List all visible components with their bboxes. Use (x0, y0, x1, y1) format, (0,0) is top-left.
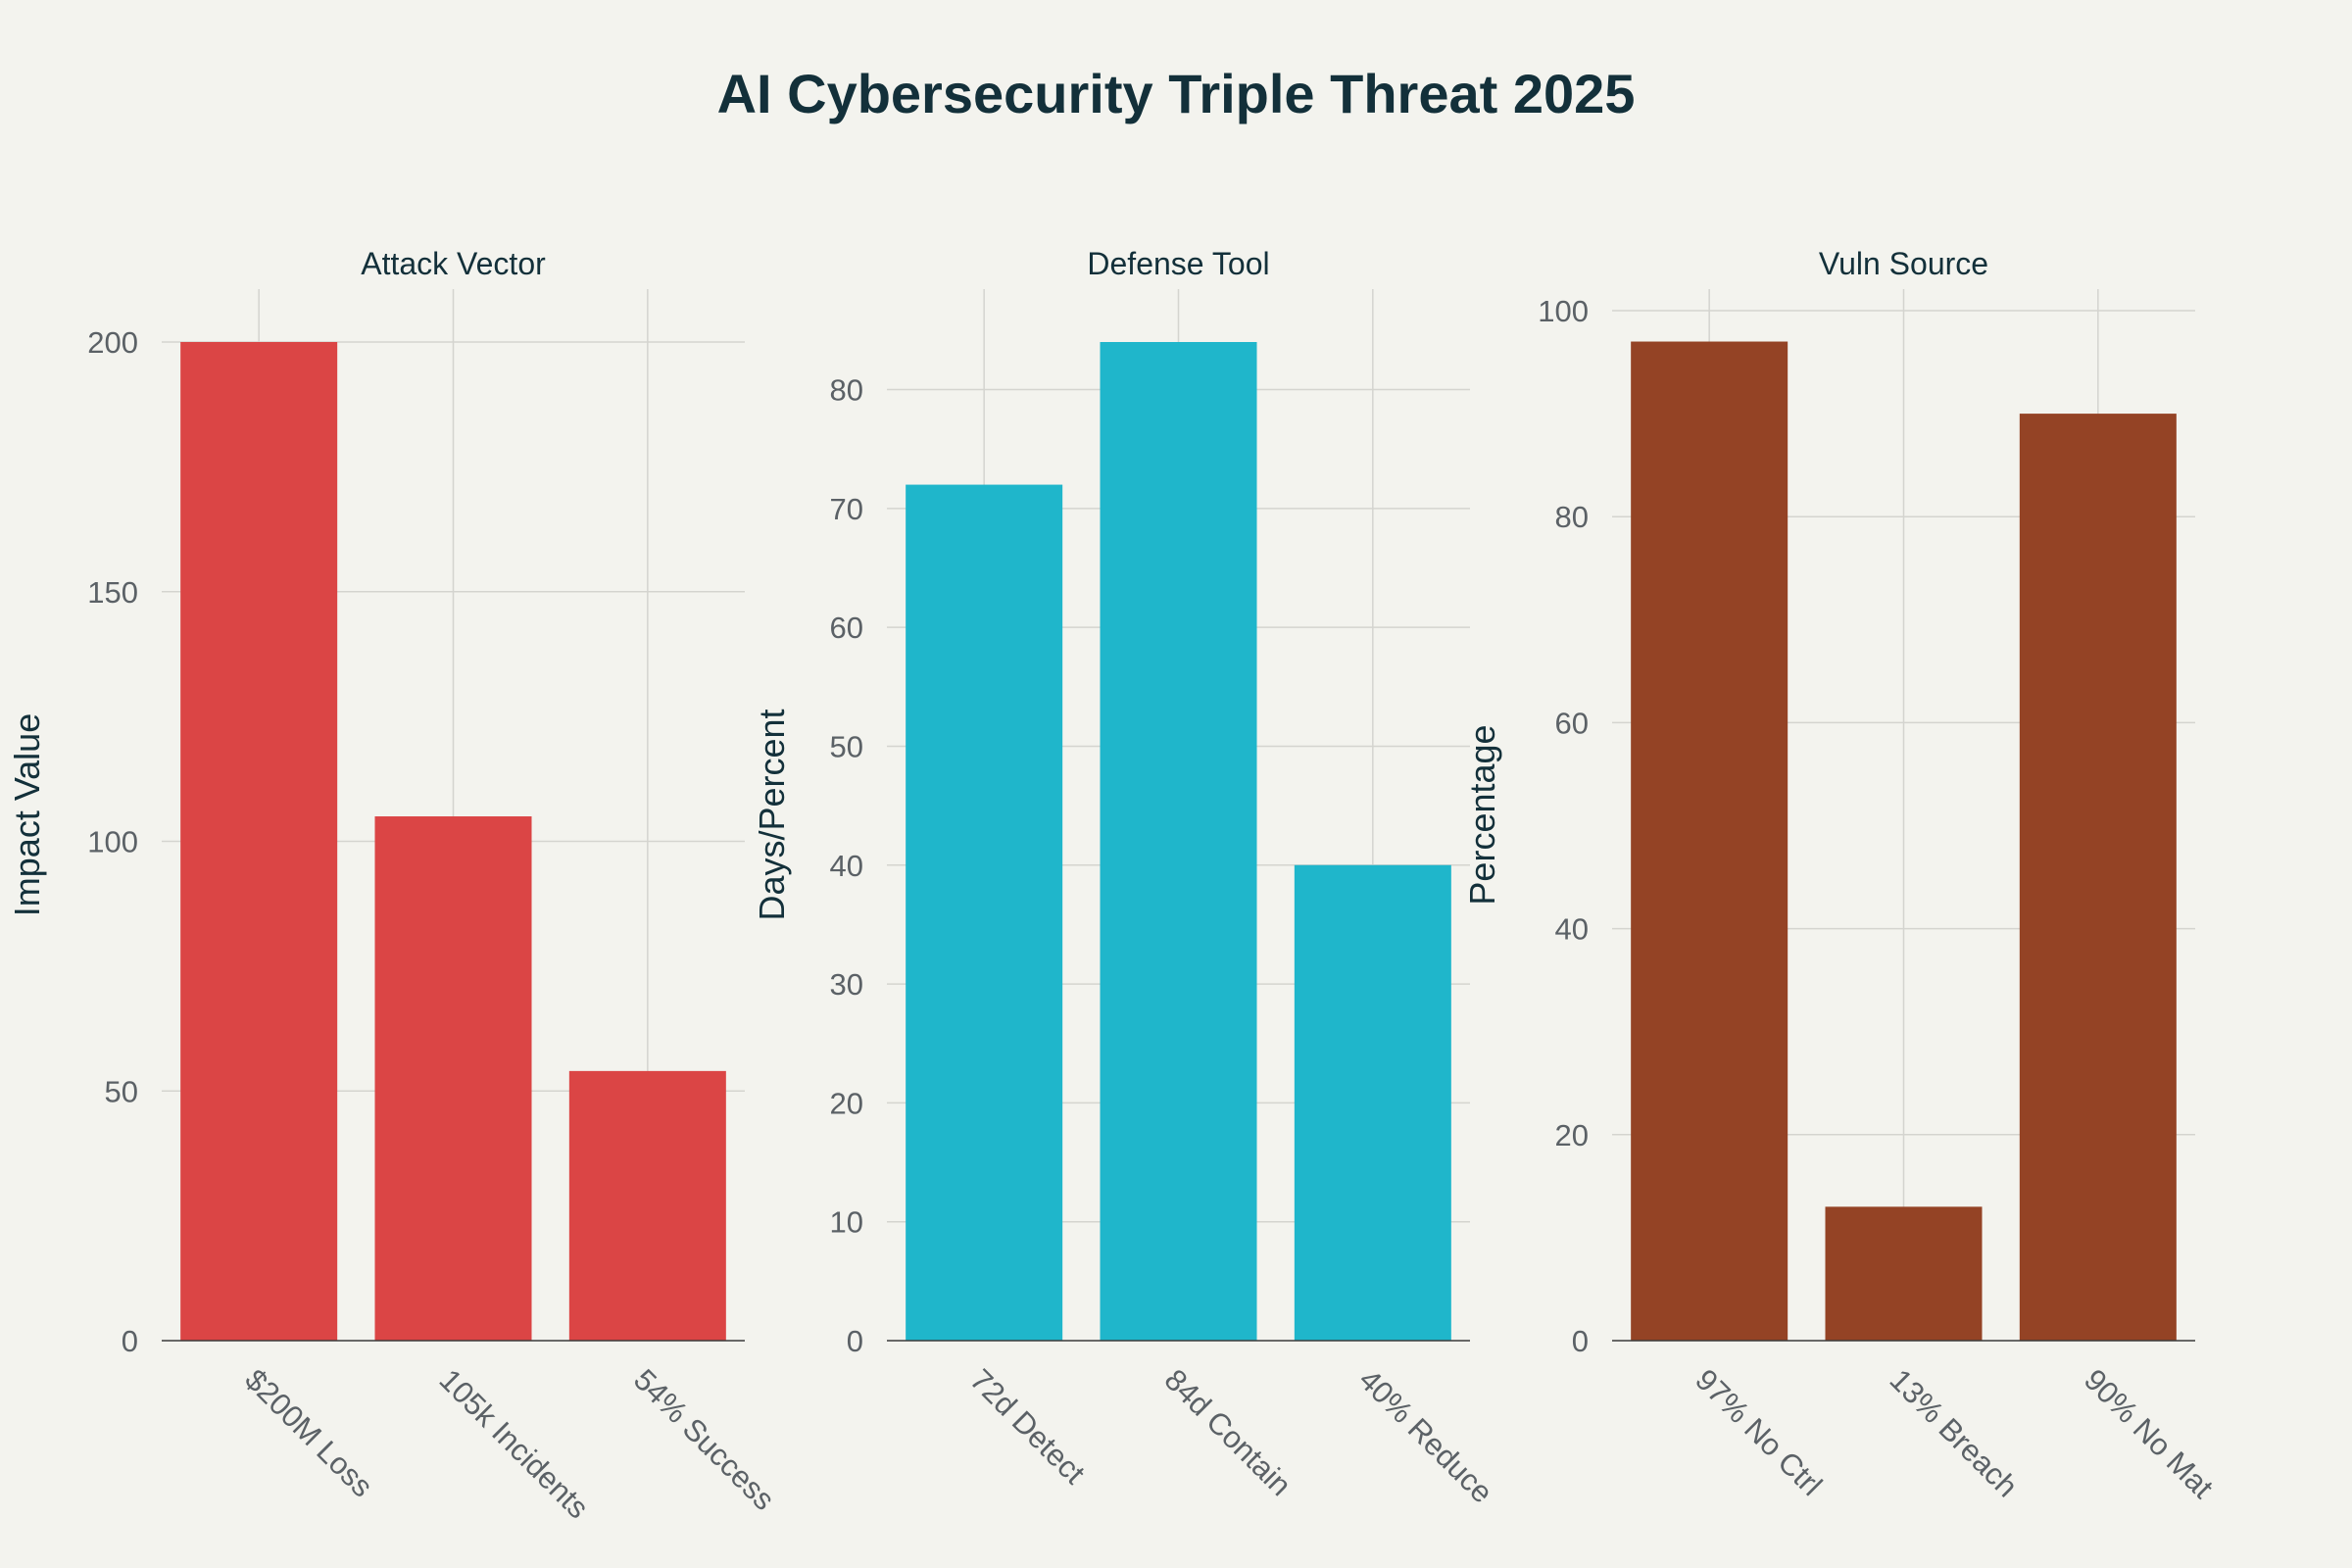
panel-title: Defense Tool (1087, 246, 1269, 281)
y-tick-label: 70 (830, 492, 863, 526)
y-axis-label: Days/Percent (752, 709, 792, 920)
bar-1 (180, 342, 338, 1341)
y-tick-label: 80 (830, 373, 863, 408)
y-axis-label: Percentage (1462, 724, 1502, 905)
chart-title: AI Cybersecurity Triple Threat 2025 (717, 63, 1636, 124)
y-tick-label: 200 (87, 325, 138, 360)
panel-title: Vuln Source (1819, 246, 1988, 281)
bar-2 (1825, 1206, 1983, 1341)
panel-1: Attack Vector 0 50 100 150 200 $200M Loss 105k … (7, 246, 781, 1525)
bar-2 (1100, 342, 1257, 1341)
y-tick-label: 40 (830, 849, 863, 883)
y-tick-label: 150 (87, 575, 138, 610)
y-tick-label: 60 (1555, 706, 1589, 740)
y-tick-label: 100 (87, 825, 138, 859)
x-tick-label: 84d Contain (1158, 1362, 1298, 1502)
x-tick-label: 13% Breach (1884, 1362, 2025, 1503)
y-tick-label: 100 (1538, 294, 1589, 328)
x-tick-label: 97% No Ctrl (1689, 1362, 1829, 1502)
y-tick-label: 40 (1555, 912, 1589, 947)
x-tick-label: 105k Incidents (433, 1362, 596, 1525)
bar-1 (906, 484, 1063, 1342)
y-tick-label: 50 (830, 729, 863, 763)
x-tick-label: 54% Success (627, 1362, 782, 1517)
x-tick-label: 40% Reduce (1352, 1362, 1499, 1509)
panel-2: Defense Tool 0 10 20 30 40 50 60 70 80 72d Detect 8… (752, 246, 1499, 1509)
panel-title: Attack Vector (361, 246, 546, 281)
y-tick-label: 0 (847, 1324, 863, 1358)
y-tick-label: 30 (830, 967, 863, 1002)
x-tick-label: 90% No Mat (2078, 1362, 2221, 1505)
y-tick-label: 10 (830, 1205, 863, 1240)
y-tick-label: 50 (105, 1074, 138, 1108)
y-tick-label: 20 (830, 1086, 863, 1120)
y-tick-label: 60 (830, 611, 863, 645)
x-tick-label: $200M Loss (238, 1362, 379, 1503)
panel-3: Vuln Source 0 20 40 60 80 100 97% No Ctrl 13% Br… (1462, 246, 2221, 1505)
x-tick-label: 72d Detect (963, 1362, 1092, 1491)
y-tick-label: 80 (1555, 500, 1589, 534)
y-tick-label: 20 (1555, 1118, 1589, 1152)
y-tick-label: 0 (1572, 1324, 1589, 1358)
bar-2 (374, 816, 532, 1341)
bar-3 (2019, 414, 2177, 1342)
bar-3 (1294, 864, 1451, 1341)
y-axis-label: Impact Value (7, 713, 47, 916)
bar-1 (1631, 341, 1788, 1341)
y-tick-label: 0 (122, 1324, 138, 1358)
bar-3 (568, 1070, 726, 1341)
